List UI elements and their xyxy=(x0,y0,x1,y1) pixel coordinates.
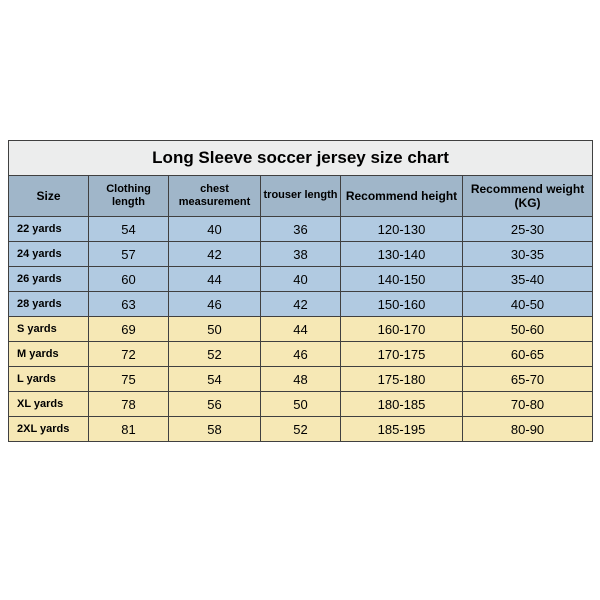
table-row: 26 yards604440140-15035-40 xyxy=(9,267,593,292)
cell: 175-180 xyxy=(341,367,463,392)
table-header-row: SizeClothing lengthchest measurementtrou… xyxy=(9,176,593,217)
cell: 185-195 xyxy=(341,417,463,442)
column-header: chest measurement xyxy=(169,176,261,217)
cell: 50-60 xyxy=(463,317,593,342)
cell: 80-90 xyxy=(463,417,593,442)
cell: 58 xyxy=(169,417,261,442)
table-title-row: Long Sleeve soccer jersey size chart xyxy=(9,141,593,176)
cell: 44 xyxy=(169,267,261,292)
cell: 60 xyxy=(89,267,169,292)
cell: 72 xyxy=(89,342,169,367)
row-label: XL yards xyxy=(9,392,89,417)
table-row: S yards695044160-17050-60 xyxy=(9,317,593,342)
table-row: 24 yards574238130-14030-35 xyxy=(9,242,593,267)
cell: 160-170 xyxy=(341,317,463,342)
cell: 54 xyxy=(89,217,169,242)
cell: 130-140 xyxy=(341,242,463,267)
cell: 46 xyxy=(261,342,341,367)
cell: 57 xyxy=(89,242,169,267)
cell: 150-160 xyxy=(341,292,463,317)
table-row: 2XL yards815852185-19580-90 xyxy=(9,417,593,442)
row-label: L yards xyxy=(9,367,89,392)
cell: 180-185 xyxy=(341,392,463,417)
column-header: Recommend height xyxy=(341,176,463,217)
cell: 81 xyxy=(89,417,169,442)
column-header: trouser length xyxy=(261,176,341,217)
cell: 70-80 xyxy=(463,392,593,417)
cell: 42 xyxy=(261,292,341,317)
cell: 69 xyxy=(89,317,169,342)
cell: 46 xyxy=(169,292,261,317)
cell: 140-150 xyxy=(341,267,463,292)
cell: 44 xyxy=(261,317,341,342)
cell: 56 xyxy=(169,392,261,417)
table-row: XL yards785650180-18570-80 xyxy=(9,392,593,417)
row-label: M yards xyxy=(9,342,89,367)
cell: 40-50 xyxy=(463,292,593,317)
cell: 40 xyxy=(169,217,261,242)
page: Long Sleeve soccer jersey size chartSize… xyxy=(0,0,600,600)
cell: 54 xyxy=(169,367,261,392)
table-row: M yards725246170-17560-65 xyxy=(9,342,593,367)
cell: 52 xyxy=(169,342,261,367)
cell: 60-65 xyxy=(463,342,593,367)
cell: 52 xyxy=(261,417,341,442)
cell: 42 xyxy=(169,242,261,267)
row-label: 28 yards xyxy=(9,292,89,317)
cell: 40 xyxy=(261,267,341,292)
row-label: 2XL yards xyxy=(9,417,89,442)
cell: 170-175 xyxy=(341,342,463,367)
row-label: 24 yards xyxy=(9,242,89,267)
table-row: L yards755448175-18065-70 xyxy=(9,367,593,392)
row-label: 26 yards xyxy=(9,267,89,292)
size-chart-table: Long Sleeve soccer jersey size chartSize… xyxy=(8,140,593,442)
cell: 50 xyxy=(169,317,261,342)
cell: 35-40 xyxy=(463,267,593,292)
cell: 48 xyxy=(261,367,341,392)
cell: 75 xyxy=(89,367,169,392)
table-title: Long Sleeve soccer jersey size chart xyxy=(9,141,593,176)
cell: 30-35 xyxy=(463,242,593,267)
table-row: 28 yards634642150-16040-50 xyxy=(9,292,593,317)
cell: 65-70 xyxy=(463,367,593,392)
cell: 25-30 xyxy=(463,217,593,242)
row-label: S yards xyxy=(9,317,89,342)
row-label: 22 yards xyxy=(9,217,89,242)
column-header: Recommend weight (KG) xyxy=(463,176,593,217)
column-header: Clothing length xyxy=(89,176,169,217)
cell: 36 xyxy=(261,217,341,242)
cell: 63 xyxy=(89,292,169,317)
cell: 78 xyxy=(89,392,169,417)
table-row: 22 yards544036120-13025-30 xyxy=(9,217,593,242)
column-header: Size xyxy=(9,176,89,217)
cell: 50 xyxy=(261,392,341,417)
cell: 38 xyxy=(261,242,341,267)
cell: 120-130 xyxy=(341,217,463,242)
